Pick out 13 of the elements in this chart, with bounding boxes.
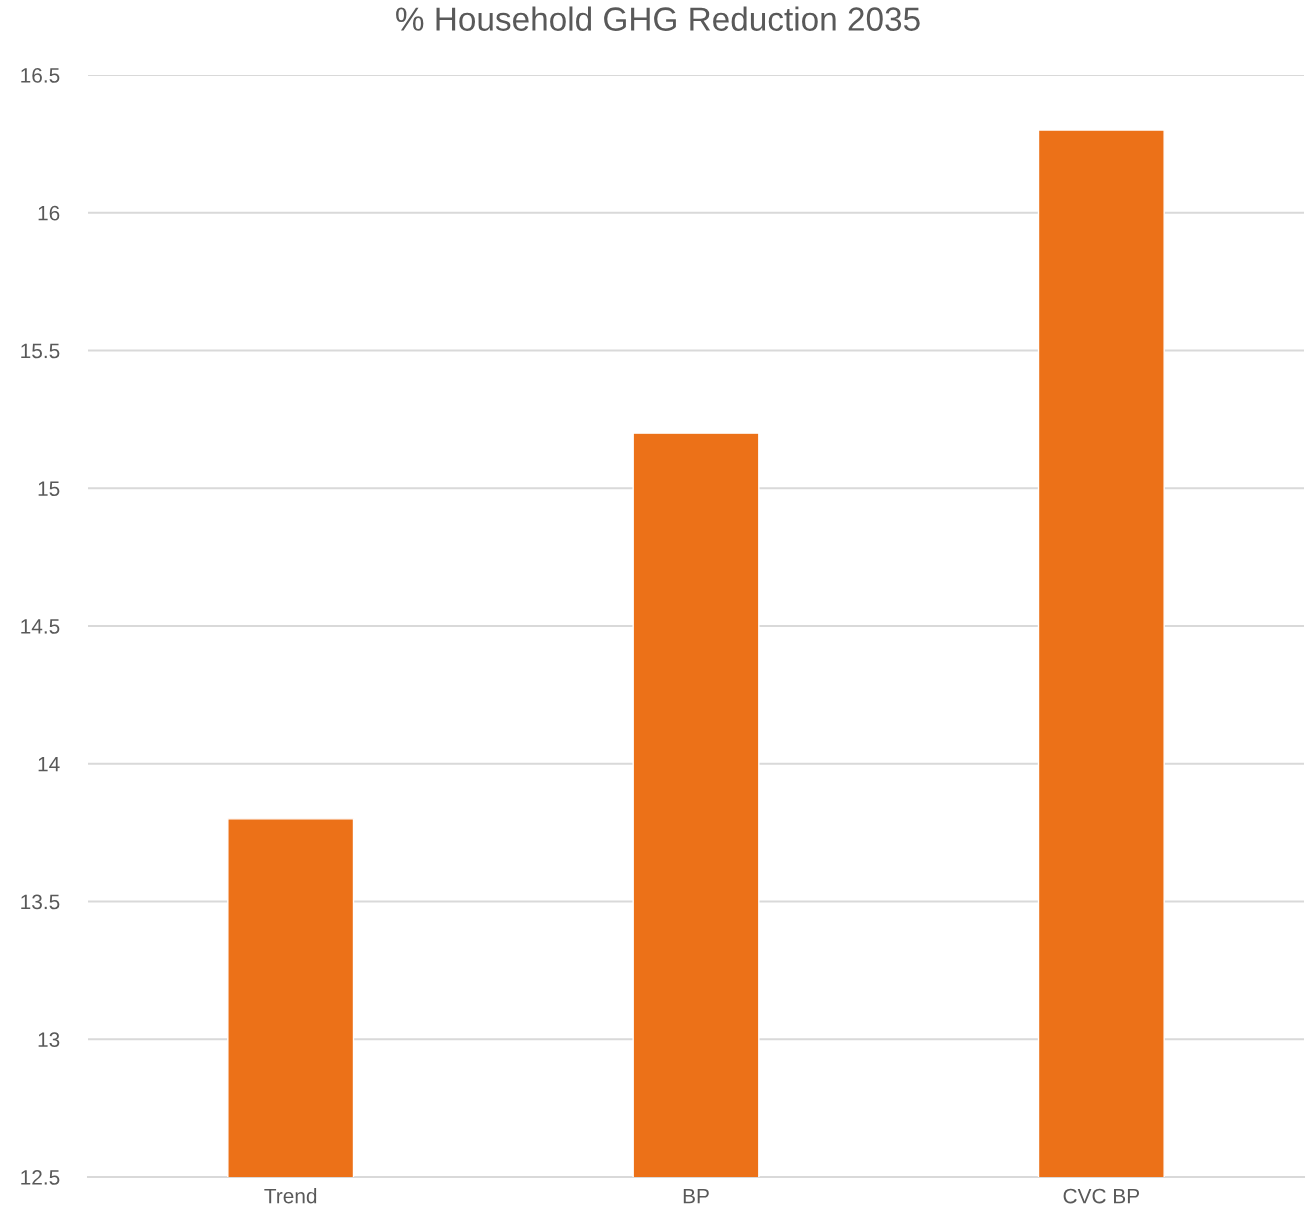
y-tick-label: 13 [38, 1032, 60, 1047]
y-tick-label: 13.5 [21, 894, 60, 910]
y-tick-label: 14.5 [21, 619, 60, 634]
y-tick-label: 16.5 [21, 68, 60, 83]
x-tick-label: BP [683, 1188, 709, 1204]
y-tick-label: 15 [38, 481, 60, 496]
x-tick-label: Trend [264, 1188, 317, 1204]
y-tick-label: 14 [38, 756, 60, 772]
y-tick-label: 16 [38, 205, 60, 221]
y-tick-label: 15.5 [21, 343, 60, 359]
x-tick-label: CVC BP [1063, 1188, 1140, 1204]
chart-title: % Household GHG Reduction 2035 [396, 6, 920, 31]
y-tick-label: 12.5 [21, 1170, 60, 1185]
